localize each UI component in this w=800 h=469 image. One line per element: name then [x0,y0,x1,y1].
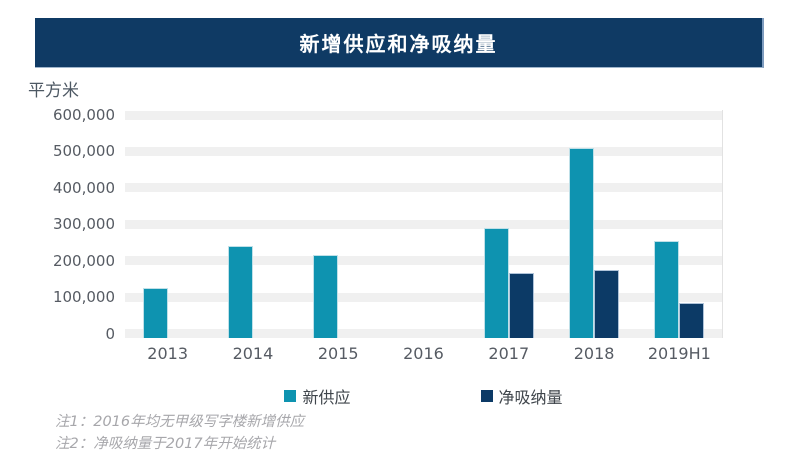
x-axis-label-2014: 2014 [232,344,274,363]
legend-swatch-new-supply-icon [284,390,297,402]
gridline-band [125,146,722,156]
bar-slot [508,273,534,338]
footnotes: 注1：2016年均无甲级写字楼新增供应 注2：净吸纳量于2017年开始统计 [55,411,304,455]
bar-new-supply-2018 [569,148,595,338]
bar-slot [483,228,509,338]
x-axis-label-2019H1: 2019H1 [647,344,711,363]
category-group-2017 [466,110,551,338]
gridline-band [125,110,722,120]
legend-label-net-absorption: 净吸纳量 [498,388,563,407]
category-group-2013 [125,110,210,338]
legend-swatch-net-absorption-icon [480,390,493,402]
bar-net-absorption-2018 [594,270,620,338]
category-group-2018 [551,110,636,338]
bar-slot [654,241,680,338]
category-group-2015 [296,110,381,338]
bar-net-absorption-2017 [508,273,534,338]
x-axis-label-2015: 2015 [317,344,359,363]
y-axis-tick-label: 100,000 [52,288,115,307]
y-axis-tick-label: 400,000 [52,178,115,197]
legend-item-new-supply: 新供应 [284,384,351,408]
bar-new-supply-2015 [313,255,339,338]
x-axis-label-2017: 2017 [488,344,530,363]
bar-slot [569,148,595,338]
legend-label-new-supply: 新供应 [302,388,351,407]
y-axis-tick-label: 0 [105,324,115,343]
x-axis-label-2016: 2016 [403,344,444,363]
y-axis-tick-label: 300,000 [52,215,115,234]
bar-new-supply-2017 [483,228,509,338]
bar-slot [227,246,253,338]
y-axis-tick-label: 600,000 [52,106,115,124]
gridline-band [125,256,722,266]
bar-slot [679,303,705,338]
category-group-2016 [381,110,466,338]
y-axis-tick-label: 500,000 [52,142,115,161]
bar-new-supply-2013 [142,288,168,338]
x-axis-label-2018: 2018 [573,344,615,363]
gridline-band [125,292,722,302]
x-axis-label-2013: 2013 [147,344,188,363]
bar-slot [594,270,620,338]
page-title: 新增供应和净吸纳量 [299,32,498,56]
category-group-2014 [210,110,295,338]
y-axis-tick-label: 200,000 [52,251,115,270]
bar-slot [142,288,168,338]
y-axis-unit-label: 平方米 [28,81,79,101]
bar-net-absorption-2019H1 [679,303,705,338]
category-group-2019H1 [637,110,722,338]
plot-area [125,110,723,338]
note-line-2: 注2：净吸纳量于2017年开始统计 [55,436,276,452]
bar-new-supply-2019H1 [654,241,680,338]
chart-title-bar: 新增供应和净吸纳量 [35,18,764,68]
gridline-band [125,329,722,338]
legend: 新供应 净吸纳量 [125,384,722,408]
note-line-1: 注1：2016年均无甲级写字楼新增供应 [55,414,305,430]
bar-new-supply-2014 [227,246,253,338]
legend-item-net-absorption: 净吸纳量 [480,384,563,408]
gridline-band [125,183,722,193]
gridline-band [125,219,722,229]
x-axis: 2013 2014 2015 2016 2017 2018 2019H1 [125,344,722,368]
bar-slot [313,255,339,338]
y-axis: 0 100,000 200,000 300,000 400,000 500,000 600,… [20,106,115,343]
